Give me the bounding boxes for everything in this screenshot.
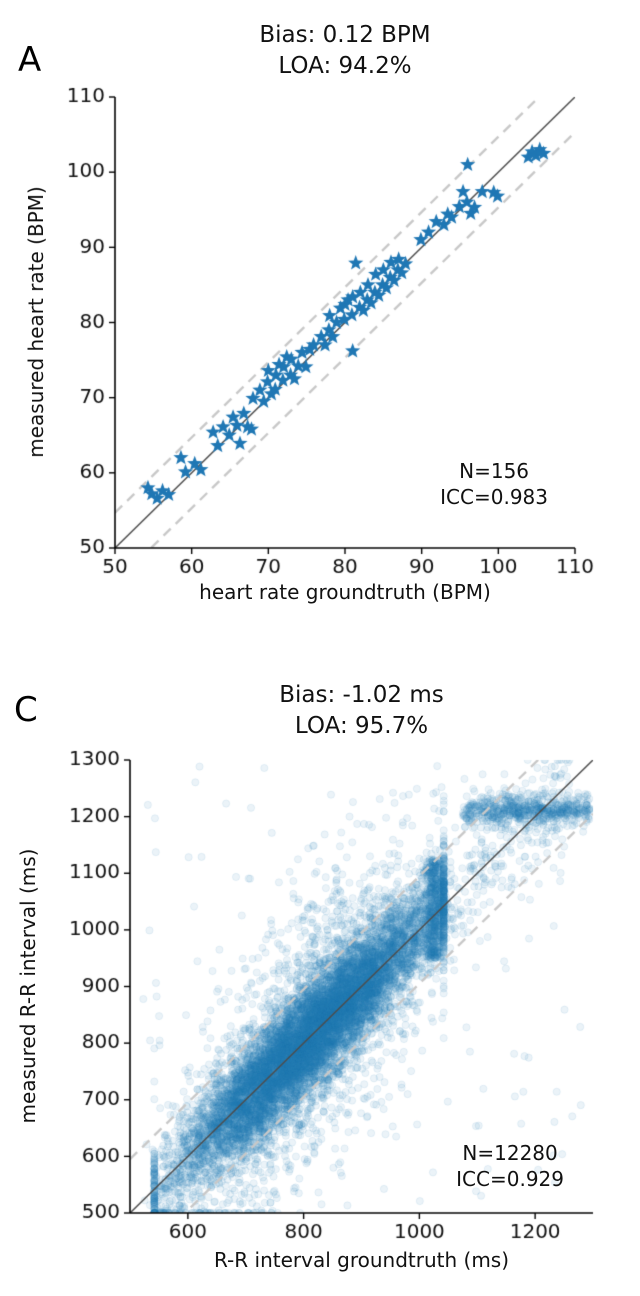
panel-c-icc-value: ICC=0.929 <box>456 1167 564 1191</box>
panel-a-xlabel: heart rate groundtruth (BPM) <box>199 580 491 604</box>
panel-c-n-value: N=12280 <box>462 1141 558 1165</box>
panel-c-stats-annotation: N=12280 ICC=0.929 <box>456 1140 564 1192</box>
panel-c-scatter-plot <box>0 660 640 1296</box>
panel-c: C Bias: -1.02 ms LOA: 95.7% measured R-R… <box>0 660 640 1296</box>
panel-a-ylabel: measured heart rate (BPM) <box>24 186 48 458</box>
panel-a-scatter-plot <box>0 0 640 656</box>
panel-c-xlabel: R-R interval groundtruth (ms) <box>213 1248 510 1272</box>
panel-a-n-value: N=156 <box>459 459 530 483</box>
panel-a-icc-value: ICC=0.983 <box>440 485 548 509</box>
panel-c-ylabel: measured R-R interval (ms) <box>16 848 40 1124</box>
panel-a-stats-annotation: N=156 ICC=0.983 <box>440 458 548 510</box>
panel-a: A Bias: 0.12 BPM LOA: 94.2% measured hea… <box>0 0 640 656</box>
